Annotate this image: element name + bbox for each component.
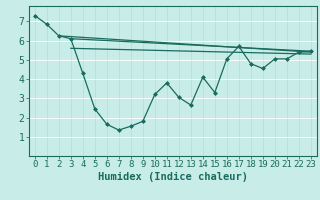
X-axis label: Humidex (Indice chaleur): Humidex (Indice chaleur) xyxy=(98,172,248,182)
